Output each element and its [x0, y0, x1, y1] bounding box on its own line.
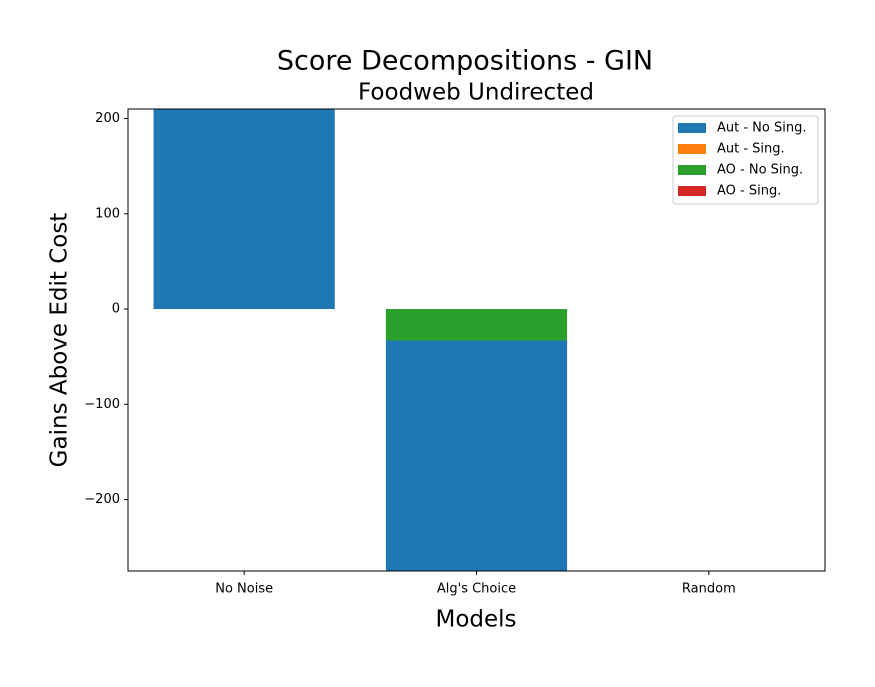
y-tick-label: −200	[84, 492, 120, 507]
chart-subtitle: Foodweb Undirected	[358, 80, 594, 106]
x-tick-label: No Noise	[215, 582, 273, 597]
legend-swatch	[678, 123, 706, 133]
y-tick-label: 0	[112, 302, 120, 317]
legend-swatch	[678, 186, 706, 196]
plot-frame	[127, 108, 826, 572]
plot-area	[153, 109, 568, 571]
bar-segment	[153, 109, 335, 310]
legend-label: Aut - No Sing.	[717, 121, 806, 136]
x-axis-label: Models	[435, 607, 516, 633]
y-tick-label: 200	[95, 111, 120, 126]
legend-label: AO - No Sing.	[717, 163, 803, 178]
legend-box	[672, 115, 819, 205]
chart-title: Score Decompositions - GIN	[277, 46, 653, 77]
bar-segment	[385, 309, 568, 341]
legend-label: Aut - Sing.	[717, 142, 785, 157]
bar-segment	[385, 340, 568, 571]
legend-swatch	[678, 144, 706, 154]
y-tick-label: 100	[95, 206, 120, 221]
x-tick-label: Alg's Choice	[437, 582, 516, 597]
y-tick-label: −100	[84, 397, 120, 412]
legend-label: AO - Sing.	[717, 184, 781, 199]
x-tick-label: Random	[682, 582, 736, 597]
y-axis-label: Gains Above Edit Cost	[47, 213, 73, 468]
legend-swatch	[678, 165, 706, 175]
